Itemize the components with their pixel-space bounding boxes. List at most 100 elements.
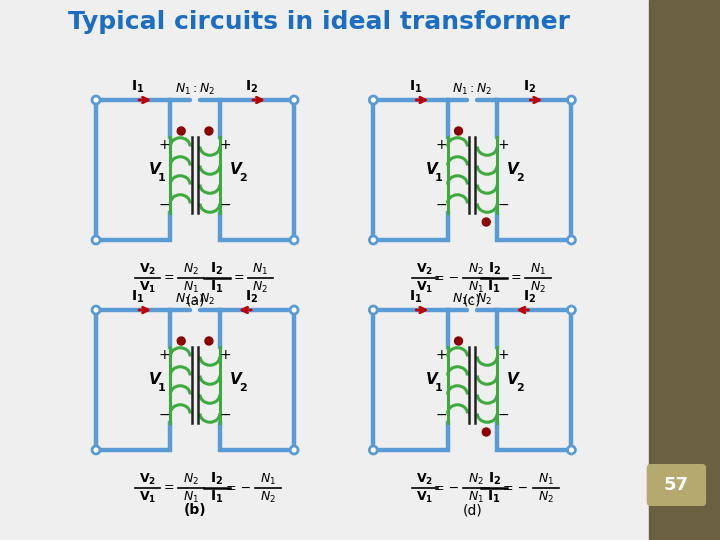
Circle shape <box>92 96 100 104</box>
Text: $\mathbf{V_1}$: $\mathbf{V_1}$ <box>139 280 156 294</box>
Bar <box>649 0 720 540</box>
Text: +: + <box>436 138 448 152</box>
Text: $N_1:N_2$: $N_1:N_2$ <box>175 292 215 307</box>
Circle shape <box>92 306 100 314</box>
Circle shape <box>290 306 298 314</box>
Text: Typical circuits in ideal transformer: Typical circuits in ideal transformer <box>68 10 570 34</box>
Text: $\mathbf{I_2}$: $\mathbf{I_2}$ <box>210 261 223 277</box>
Text: −: − <box>436 408 448 422</box>
Text: $N_2$: $N_2$ <box>261 489 276 504</box>
Text: +: + <box>436 348 448 362</box>
Text: (b): (b) <box>184 503 207 517</box>
Text: (a): (a) <box>185 293 204 307</box>
Text: $\mathbf{V_2}$: $\mathbf{V_2}$ <box>416 471 433 487</box>
Text: V: V <box>507 373 519 388</box>
Text: $\mathbf{I_2}$: $\mathbf{I_2}$ <box>487 261 501 277</box>
Text: $\mathbf{I_1}$: $\mathbf{I_1}$ <box>409 289 422 305</box>
Text: = −: = − <box>434 272 459 285</box>
Text: +: + <box>498 348 509 362</box>
Text: $N_2$: $N_2$ <box>469 261 485 276</box>
Text: 1: 1 <box>435 383 443 393</box>
Text: $\mathbf{I_1}$: $\mathbf{I_1}$ <box>210 489 224 505</box>
Text: +: + <box>158 138 170 152</box>
Text: = −: = − <box>226 482 251 495</box>
Text: 2: 2 <box>239 173 246 183</box>
Circle shape <box>369 306 377 314</box>
Circle shape <box>567 306 575 314</box>
Text: +: + <box>498 138 509 152</box>
Circle shape <box>205 337 213 345</box>
Text: $N_1$: $N_1$ <box>183 280 199 294</box>
Text: $N_2$: $N_2$ <box>183 471 199 487</box>
Text: $\mathbf{I_1}$: $\mathbf{I_1}$ <box>131 79 145 95</box>
Text: (c): (c) <box>463 293 482 307</box>
Text: +: + <box>220 138 232 152</box>
Circle shape <box>92 236 100 244</box>
Circle shape <box>290 96 298 104</box>
Text: $\mathbf{I_2}$: $\mathbf{I_2}$ <box>523 289 536 305</box>
Circle shape <box>567 446 575 454</box>
Text: +: + <box>158 348 170 362</box>
Text: V: V <box>148 373 161 388</box>
Text: $\mathbf{V_1}$: $\mathbf{V_1}$ <box>416 280 433 294</box>
Text: $N_1:N_2$: $N_1:N_2$ <box>452 292 492 307</box>
Text: +: + <box>220 348 232 362</box>
Text: $N_1$: $N_1$ <box>530 261 546 276</box>
Text: $\mathbf{I_1}$: $\mathbf{I_1}$ <box>210 279 224 295</box>
Text: 2: 2 <box>516 383 524 393</box>
Circle shape <box>482 428 490 436</box>
Text: V: V <box>148 163 161 178</box>
Text: V: V <box>230 373 241 388</box>
Text: −: − <box>158 408 170 422</box>
Text: $\mathbf{I_1}$: $\mathbf{I_1}$ <box>409 79 422 95</box>
Text: −: − <box>220 408 232 422</box>
Text: $N_2$: $N_2$ <box>469 471 485 487</box>
Circle shape <box>205 127 213 135</box>
Text: $\mathbf{I_1}$: $\mathbf{I_1}$ <box>487 279 501 295</box>
Circle shape <box>177 127 185 135</box>
Circle shape <box>177 337 185 345</box>
Text: $\mathbf{I_1}$: $\mathbf{I_1}$ <box>131 289 145 305</box>
Text: =: = <box>164 482 175 495</box>
Text: (d): (d) <box>462 503 482 517</box>
Text: $N_1$: $N_1$ <box>538 471 554 487</box>
Text: −: − <box>498 198 509 212</box>
Text: $N_1:N_2$: $N_1:N_2$ <box>175 82 215 97</box>
Text: =: = <box>510 272 521 285</box>
Text: $N_1$: $N_1$ <box>468 489 485 504</box>
Circle shape <box>369 96 377 104</box>
Text: $N_1$: $N_1$ <box>183 489 199 504</box>
Circle shape <box>454 127 462 135</box>
Circle shape <box>369 236 377 244</box>
Text: V: V <box>426 163 438 178</box>
Text: 1: 1 <box>435 173 443 183</box>
Text: $\mathbf{I_2}$: $\mathbf{I_2}$ <box>246 79 258 95</box>
Text: $N_2$: $N_2$ <box>183 261 199 276</box>
Text: = −: = − <box>503 482 528 495</box>
Text: $\mathbf{V_1}$: $\mathbf{V_1}$ <box>416 489 433 504</box>
Text: $\mathbf{V_1}$: $\mathbf{V_1}$ <box>139 489 156 504</box>
Text: $\mathbf{I_1}$: $\mathbf{I_1}$ <box>487 489 501 505</box>
Text: V: V <box>426 373 438 388</box>
FancyBboxPatch shape <box>647 464 706 506</box>
Text: 2: 2 <box>239 383 246 393</box>
Text: =: = <box>164 272 175 285</box>
Circle shape <box>290 236 298 244</box>
Text: 1: 1 <box>158 383 166 393</box>
Circle shape <box>454 337 462 345</box>
Text: $\mathbf{V_2}$: $\mathbf{V_2}$ <box>139 471 156 487</box>
Text: −: − <box>158 198 170 212</box>
Text: 1: 1 <box>158 173 166 183</box>
Circle shape <box>369 446 377 454</box>
Text: $\mathbf{I_2}$: $\mathbf{I_2}$ <box>210 471 223 487</box>
Text: −: − <box>220 198 232 212</box>
Text: $\mathbf{I_2}$: $\mathbf{I_2}$ <box>246 289 258 305</box>
Text: $N_1$: $N_1$ <box>261 471 276 487</box>
Text: $\mathbf{V_2}$: $\mathbf{V_2}$ <box>416 261 433 276</box>
Text: $N_1:N_2$: $N_1:N_2$ <box>452 82 492 97</box>
Text: $N_2$: $N_2$ <box>530 280 546 294</box>
Text: =: = <box>233 272 244 285</box>
Text: V: V <box>230 163 241 178</box>
Circle shape <box>92 446 100 454</box>
Circle shape <box>290 446 298 454</box>
